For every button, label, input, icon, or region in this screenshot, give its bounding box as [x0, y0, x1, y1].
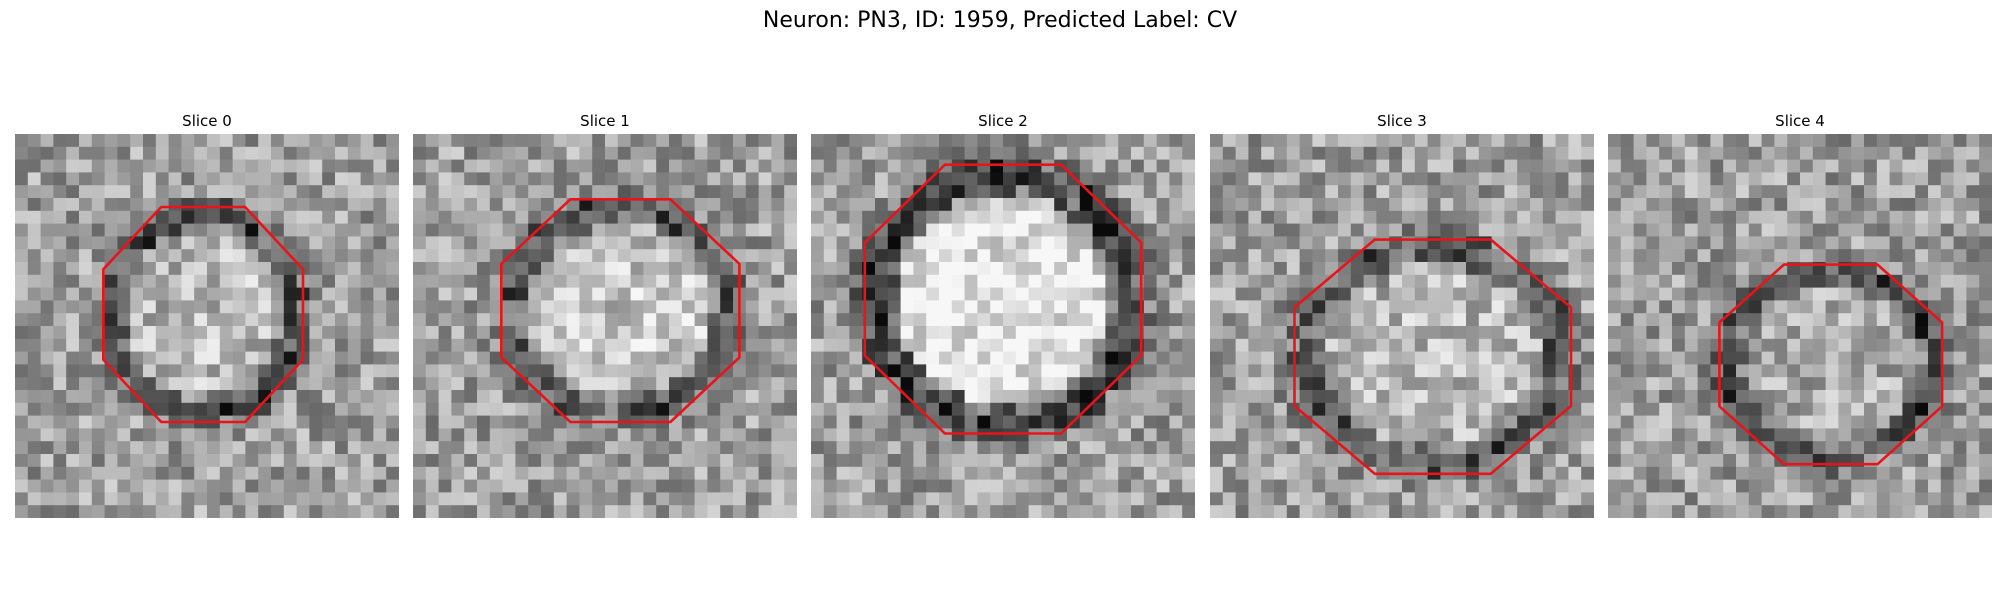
grayscale-micrograph: [413, 134, 797, 518]
slice-panel: Slice 4: [1608, 110, 1992, 518]
slice-panel: Slice 0: [15, 110, 399, 518]
grayscale-micrograph: [1608, 134, 1992, 518]
segmentation-contour: [1718, 263, 1944, 466]
figure-title: Neuron: PN3, ID: 1959, Predicted Label: …: [762, 8, 1238, 33]
slice-panel: Slice 1: [413, 110, 797, 518]
grayscale-micrograph: [1210, 134, 1594, 518]
slice-panel: Slice 2: [811, 110, 1195, 518]
segmentation-contour: [1293, 238, 1573, 476]
grayscale-micrograph: [811, 134, 1195, 518]
slice-title: Slice 4: [1775, 112, 1825, 130]
grayscale-micrograph: [15, 134, 399, 518]
slice-title: Slice 2: [978, 112, 1028, 130]
segmentation-contour: [102, 205, 305, 424]
slice-title: Slice 1: [580, 112, 630, 130]
slice-title: Slice 3: [1377, 112, 1427, 130]
slice-panel: Slice 3: [1210, 110, 1594, 518]
segmentation-contour: [500, 198, 741, 424]
segmentation-contour: [863, 163, 1143, 435]
slice-title: Slice 0: [182, 112, 232, 130]
